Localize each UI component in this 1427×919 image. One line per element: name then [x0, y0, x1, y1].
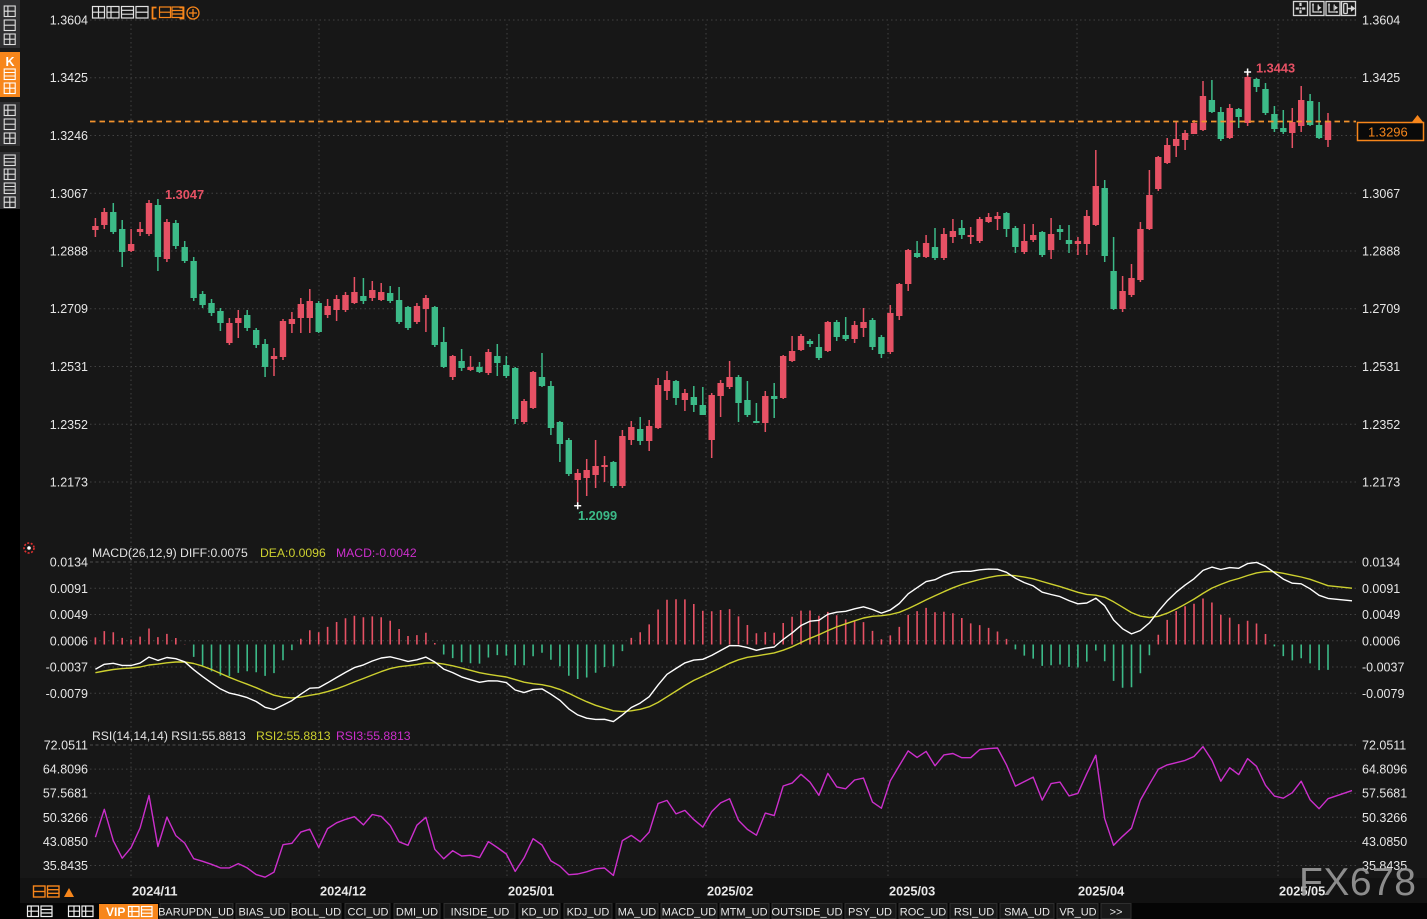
svg-text:35.8435: 35.8435	[1362, 859, 1407, 873]
svg-text:1.2888: 1.2888	[50, 245, 88, 259]
svg-text:DEA:0.0096: DEA:0.0096	[260, 546, 326, 560]
svg-text:BARUPDN_UD: BARUPDN_UD	[158, 907, 234, 919]
svg-text:50.3266: 50.3266	[43, 811, 88, 825]
svg-text:0.0006: 0.0006	[50, 634, 88, 648]
svg-text:1.2709: 1.2709	[50, 302, 88, 316]
svg-text:0.0134: 0.0134	[50, 556, 88, 570]
svg-text:0.0049: 0.0049	[1362, 608, 1400, 622]
svg-text:>>: >>	[1110, 907, 1123, 919]
svg-text:2025/01: 2025/01	[508, 884, 554, 899]
svg-text:1.3425: 1.3425	[1362, 71, 1400, 85]
svg-text:0.0134: 0.0134	[1362, 556, 1400, 570]
svg-text:ROC_UD: ROC_UD	[900, 907, 947, 919]
svg-text:1.2531: 1.2531	[1362, 360, 1400, 374]
svg-text:CCI_UD: CCI_UD	[348, 907, 389, 919]
svg-text:2025/04: 2025/04	[1078, 884, 1125, 899]
svg-text:57.5681: 57.5681	[43, 787, 88, 801]
svg-text:1.3296: 1.3296	[1368, 125, 1408, 140]
svg-text:0.0091: 0.0091	[1362, 582, 1400, 596]
svg-text:VIP: VIP	[106, 905, 125, 919]
svg-text:1.3425: 1.3425	[50, 71, 88, 85]
svg-text:50.3266: 50.3266	[1362, 811, 1407, 825]
svg-text:1.3604: 1.3604	[1362, 14, 1400, 28]
svg-text:BIAS_UD: BIAS_UD	[238, 907, 285, 919]
svg-text:35.8435: 35.8435	[43, 859, 88, 873]
svg-text:1.2709: 1.2709	[1362, 302, 1400, 316]
svg-text:MACD:-0.0042: MACD:-0.0042	[336, 546, 417, 560]
svg-text:2025/05: 2025/05	[1279, 884, 1325, 899]
svg-text:KD_UD: KD_UD	[521, 907, 558, 919]
svg-text:1.3047: 1.3047	[165, 187, 204, 202]
svg-text:RSI(14,14,14) RSI1:55.8813: RSI(14,14,14) RSI1:55.8813	[92, 729, 246, 743]
svg-text:0.0006: 0.0006	[1362, 634, 1400, 648]
svg-text:MACD_UD: MACD_UD	[662, 907, 716, 919]
svg-text:-0.0037: -0.0037	[46, 661, 88, 675]
svg-text:-0.0037: -0.0037	[1362, 661, 1404, 675]
svg-text:1.2173: 1.2173	[50, 476, 88, 490]
svg-text:0.0049: 0.0049	[50, 608, 88, 622]
svg-text:2024/12: 2024/12	[320, 884, 366, 899]
svg-text:PSY_UD: PSY_UD	[848, 907, 892, 919]
svg-text:MACD(26,12,9) DIFF:0.0075: MACD(26,12,9) DIFF:0.0075	[92, 546, 248, 560]
svg-text:2025/03: 2025/03	[889, 884, 935, 899]
svg-text:1.3067: 1.3067	[50, 187, 88, 201]
svg-text:OUTSIDE_UD: OUTSIDE_UD	[772, 907, 843, 919]
svg-text:1.2099: 1.2099	[578, 508, 617, 523]
svg-text:1.2173: 1.2173	[1362, 476, 1400, 490]
svg-text:BOLL_UD: BOLL_UD	[291, 907, 341, 919]
svg-text:1.3443: 1.3443	[1256, 61, 1295, 76]
svg-text:43.0850: 43.0850	[1362, 835, 1407, 849]
svg-text:-0.0079: -0.0079	[46, 687, 88, 701]
svg-text:MA_UD: MA_UD	[618, 907, 657, 919]
svg-text:1.2352: 1.2352	[50, 418, 88, 432]
svg-text:64.8096: 64.8096	[43, 763, 88, 777]
svg-text:-0.0079: -0.0079	[1362, 687, 1404, 701]
svg-text:1.2531: 1.2531	[50, 360, 88, 374]
svg-text:2024/11: 2024/11	[132, 884, 178, 899]
svg-text:VR_UD: VR_UD	[1059, 907, 1096, 919]
svg-text:1.3246: 1.3246	[50, 129, 88, 143]
svg-text:57.5681: 57.5681	[1362, 787, 1407, 801]
svg-text:72.0511: 72.0511	[1362, 739, 1406, 753]
svg-text:RSI_UD: RSI_UD	[954, 907, 994, 919]
svg-text:1.3604: 1.3604	[50, 14, 88, 28]
svg-text:RSI2:55.8813: RSI2:55.8813	[256, 729, 331, 743]
svg-text:0.0091: 0.0091	[50, 582, 88, 596]
svg-text:K: K	[5, 55, 14, 69]
svg-text:FX678: FX678	[1299, 861, 1416, 904]
svg-text:1.2352: 1.2352	[1362, 418, 1400, 432]
svg-text:DMI_UD: DMI_UD	[396, 907, 438, 919]
svg-text:INSIDE_UD: INSIDE_UD	[451, 907, 510, 919]
svg-text:1.3067: 1.3067	[1362, 187, 1400, 201]
svg-text:43.0850: 43.0850	[43, 835, 88, 849]
svg-text:KDJ_UD: KDJ_UD	[567, 907, 610, 919]
svg-text:SMA_UD: SMA_UD	[1004, 907, 1050, 919]
svg-text:1.2888: 1.2888	[1362, 245, 1400, 259]
svg-text:MTM_UD: MTM_UD	[720, 907, 767, 919]
svg-text:RSI3:55.8813: RSI3:55.8813	[336, 729, 411, 743]
svg-text:72.0511: 72.0511	[44, 739, 88, 753]
svg-text:2025/02: 2025/02	[707, 884, 753, 899]
svg-text:64.8096: 64.8096	[1362, 763, 1407, 777]
